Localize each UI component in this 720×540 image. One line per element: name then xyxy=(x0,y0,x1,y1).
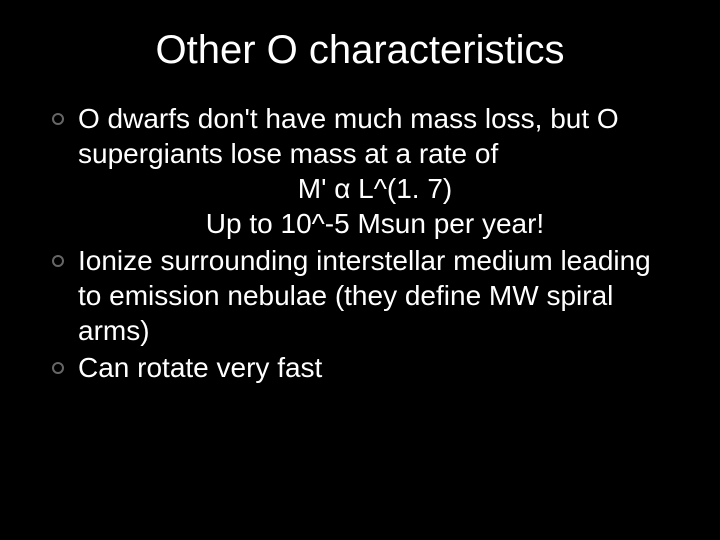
bullet-text: Can rotate very fast xyxy=(78,350,672,385)
bullet-icon xyxy=(52,255,64,267)
list-item: Can rotate very fast xyxy=(52,350,672,385)
bullet-line: O dwarfs don't have much mass loss, but … xyxy=(78,103,619,169)
list-item: O dwarfs don't have much mass loss, but … xyxy=(52,101,672,241)
bullet-text: Ionize surrounding interstellar medium l… xyxy=(78,243,672,348)
slide: Other O characteristics O dwarfs don't h… xyxy=(0,0,720,540)
bullet-text: O dwarfs don't have much mass loss, but … xyxy=(78,101,672,241)
slide-body: O dwarfs don't have much mass loss, but … xyxy=(48,101,672,385)
bullet-line: Ionize surrounding interstellar medium l… xyxy=(78,245,651,346)
bullet-icon xyxy=(52,113,64,125)
slide-title: Other O characteristics xyxy=(48,28,672,73)
list-item: Ionize surrounding interstellar medium l… xyxy=(52,243,672,348)
bullet-line: Can rotate very fast xyxy=(78,352,322,383)
bullet-line: Up to 10^-5 Msun per year! xyxy=(78,206,672,241)
bullet-icon xyxy=(52,362,64,374)
bullet-line: M' α L^(1. 7) xyxy=(78,171,672,206)
